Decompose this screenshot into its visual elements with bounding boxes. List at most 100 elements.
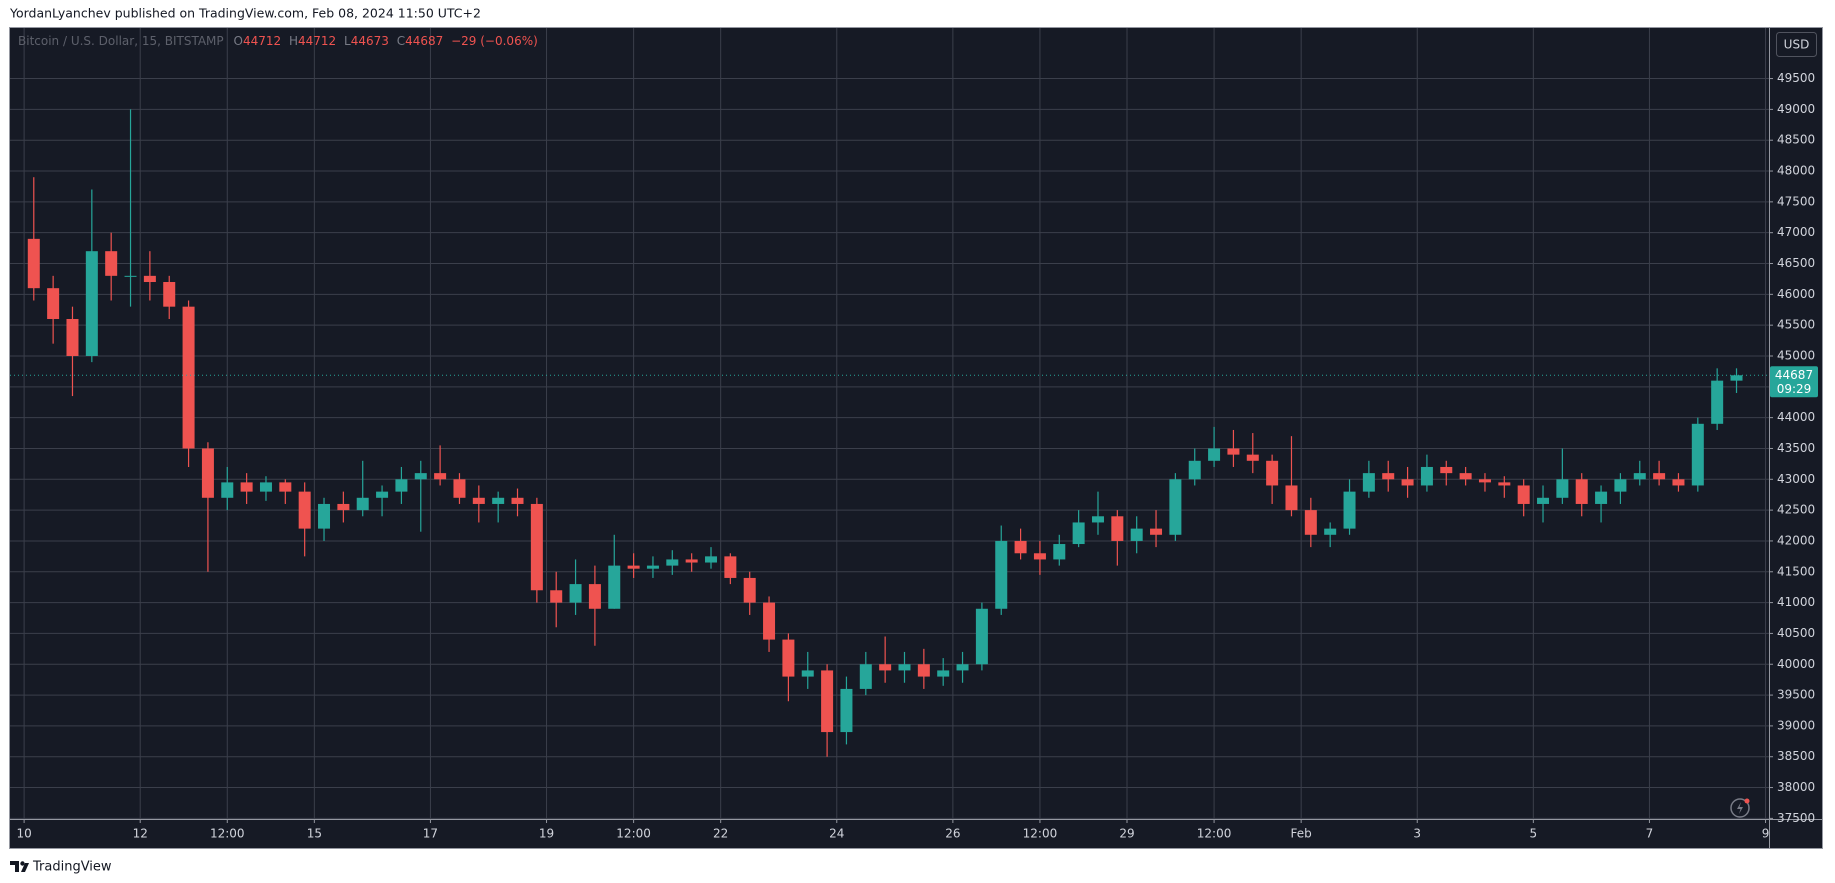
candle-body — [1130, 528, 1143, 541]
last-price-box — [1770, 366, 1818, 398]
y-tick-label: 39500 — [1777, 688, 1815, 702]
y-tick-label: 47500 — [1777, 194, 1815, 208]
last-price-label: 44687 — [1775, 368, 1813, 382]
candle-body — [1633, 473, 1646, 480]
candle-body — [1517, 485, 1530, 504]
candle-body — [840, 688, 853, 733]
candle-body — [1324, 528, 1337, 535]
candle-body — [1150, 528, 1163, 535]
footer-brand: TradingView — [32, 860, 112, 875]
candle-body — [1053, 544, 1066, 560]
x-tick-label: 12 — [133, 827, 148, 841]
legend-change: −29 (−0.06%) — [451, 34, 538, 48]
candle-body — [1595, 491, 1608, 504]
candle-body — [376, 491, 389, 498]
candle-body — [1575, 479, 1588, 504]
x-tick-label: 19 — [539, 827, 554, 841]
y-tick-label: 46500 — [1777, 256, 1815, 270]
candle-body — [956, 664, 969, 671]
candle-body — [434, 473, 447, 480]
y-tick-label: 48000 — [1777, 164, 1815, 178]
candle-body — [859, 664, 872, 689]
candle-body — [201, 448, 214, 498]
x-tick-label: 12:00 — [1023, 827, 1058, 841]
x-tick-label: 10 — [16, 827, 31, 841]
x-tick-label: 12:00 — [616, 827, 651, 841]
legend-label: L — [344, 34, 351, 48]
candle-body — [898, 664, 911, 671]
y-tick-label: 40000 — [1777, 657, 1815, 671]
candle-body — [66, 318, 79, 356]
candle-body — [414, 473, 427, 480]
candle-body — [975, 608, 988, 665]
candle-body — [685, 559, 698, 563]
currency-label[interactable]: USD — [1784, 38, 1810, 52]
y-tick-label: 48500 — [1777, 133, 1815, 147]
candle-body — [1730, 375, 1743, 381]
candle-body — [550, 590, 563, 603]
icon-ring[interactable] — [1730, 798, 1750, 818]
candle-body — [1401, 479, 1414, 486]
publish-header: YordanLyanchev published on TradingView.… — [9, 6, 481, 21]
candle-body — [163, 282, 176, 307]
symbol-title: Bitcoin / U.S. Dollar, 15, BITSTAMP — [18, 34, 224, 48]
candle-body — [1362, 473, 1375, 492]
candle-body — [1653, 473, 1666, 480]
candle-body — [801, 670, 814, 677]
x-tick-label: 9 — [1762, 827, 1770, 841]
y-tick-label: 45500 — [1777, 318, 1815, 332]
candle-body — [1343, 491, 1356, 529]
candle-body — [182, 306, 195, 449]
candle-body — [1169, 479, 1182, 535]
candle-body — [1014, 540, 1027, 554]
candle-body — [569, 584, 582, 603]
legend-label: H — [289, 34, 298, 48]
candle-body — [1614, 479, 1627, 492]
candle-body — [782, 639, 795, 677]
candle-body — [1227, 448, 1240, 455]
replay-icon[interactable] — [1730, 798, 1750, 818]
y-tick-label: 40500 — [1777, 626, 1815, 640]
grid — [10, 28, 1769, 819]
candle-body — [608, 565, 621, 609]
y-tick-label: 49000 — [1777, 102, 1815, 116]
candle-body — [627, 565, 640, 569]
candle-body — [279, 482, 292, 492]
candle-body — [1285, 485, 1298, 511]
candle-body — [1711, 380, 1724, 424]
candle-body — [221, 482, 234, 498]
legend-label: O — [233, 34, 242, 48]
candle-body — [492, 497, 505, 504]
candle-body — [646, 565, 659, 569]
candle-body — [1440, 466, 1453, 474]
x-tick-label: 3 — [1413, 827, 1421, 841]
candle-body — [356, 497, 369, 511]
icon-bolt[interactable] — [1737, 802, 1743, 814]
icon-dot[interactable] — [1744, 798, 1750, 804]
x-tick-label: 12:00 — [1197, 827, 1232, 841]
y-tick-label: 44000 — [1777, 410, 1815, 424]
candle-body — [27, 238, 40, 289]
legend-value: 44673 — [351, 34, 389, 48]
candle-body — [259, 482, 272, 492]
logo-slash — [21, 863, 29, 872]
y-tick-label: 41500 — [1777, 564, 1815, 578]
candle-body — [85, 251, 98, 356]
x-tick-label: 17 — [423, 827, 438, 841]
candle-body — [666, 559, 679, 566]
candle-body — [1691, 423, 1704, 486]
chart-frame — [9, 27, 1823, 849]
y-tick-label: 38500 — [1777, 749, 1815, 763]
currency-button[interactable] — [1776, 32, 1817, 57]
candle-body — [763, 602, 776, 640]
candle-body — [1091, 516, 1104, 523]
countdown-label: 09:29 — [1777, 382, 1812, 396]
axes: 37500 38000 38500 39000 39500 40000 40500 41000… — [16, 71, 1818, 841]
candle-body — [879, 664, 892, 671]
candle-body — [124, 275, 137, 277]
x-tick-label: 5 — [1530, 827, 1538, 841]
legend-label: C — [397, 34, 405, 48]
candle-body — [724, 556, 737, 578]
candle-body — [318, 503, 331, 529]
